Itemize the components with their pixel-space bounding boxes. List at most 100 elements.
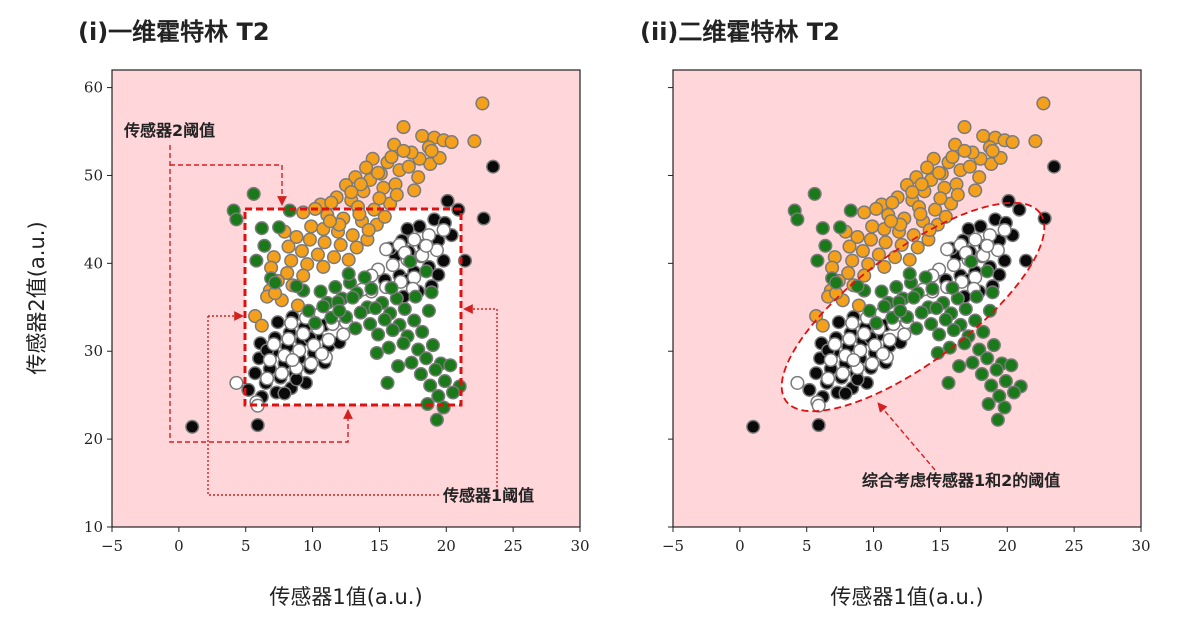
data-point bbox=[807, 186, 822, 201]
data-point bbox=[857, 205, 872, 220]
data-point bbox=[969, 289, 984, 304]
data-point bbox=[922, 222, 937, 238]
data-point bbox=[985, 143, 1000, 158]
data-point bbox=[957, 143, 972, 158]
data-point bbox=[945, 280, 960, 296]
data-point bbox=[385, 323, 400, 338]
data-point bbox=[281, 239, 296, 254]
data-point bbox=[266, 337, 281, 352]
x-tick-label: 25 bbox=[504, 537, 523, 555]
data-point bbox=[440, 193, 455, 208]
data-point bbox=[982, 303, 997, 318]
data-point bbox=[1004, 358, 1019, 373]
data-point bbox=[914, 177, 929, 192]
data-point bbox=[850, 229, 865, 245]
data-point bbox=[292, 343, 307, 358]
sensor1-threshold-label: 传感器1阈值 bbox=[442, 486, 534, 505]
data-point bbox=[401, 159, 416, 174]
data-point bbox=[929, 301, 944, 316]
data-point bbox=[444, 135, 459, 150]
y-tick-label: 50 bbox=[84, 166, 103, 184]
data-point bbox=[997, 253, 1012, 268]
data-point bbox=[914, 305, 929, 320]
data-point bbox=[285, 352, 300, 368]
data-point bbox=[821, 371, 836, 386]
data-point bbox=[268, 275, 283, 290]
data-point bbox=[308, 316, 323, 331]
data-point bbox=[809, 366, 824, 381]
x-tick-label: 5 bbox=[241, 537, 251, 555]
data-point bbox=[1006, 385, 1022, 400]
x-tick-label: 30 bbox=[1131, 537, 1150, 555]
data-point bbox=[1036, 96, 1051, 111]
data-point bbox=[363, 316, 378, 332]
data-point bbox=[316, 299, 331, 314]
data-point bbox=[371, 327, 386, 342]
data-point bbox=[1001, 193, 1016, 208]
data-point bbox=[345, 228, 360, 243]
data-point bbox=[248, 366, 263, 381]
x-tick-label: 0 bbox=[174, 537, 184, 555]
data-point bbox=[827, 337, 842, 352]
data-point bbox=[810, 253, 825, 268]
data-point bbox=[846, 352, 861, 368]
data-point bbox=[185, 419, 200, 434]
data-point bbox=[865, 219, 880, 234]
data-point bbox=[950, 187, 965, 202]
data-point bbox=[260, 371, 275, 386]
data-point bbox=[353, 177, 368, 192]
data-point bbox=[407, 232, 422, 247]
data-point bbox=[377, 312, 392, 327]
data-point bbox=[380, 375, 395, 390]
y-tick-label: 30 bbox=[84, 342, 103, 360]
sensor2-threshold-arrow-top bbox=[170, 164, 287, 206]
data-point bbox=[326, 250, 342, 265]
data-point bbox=[946, 258, 961, 273]
data-point bbox=[865, 356, 880, 371]
data-point bbox=[341, 266, 356, 281]
data-point bbox=[324, 195, 339, 210]
threshold-ellipse bbox=[780, 201, 1046, 413]
data-point bbox=[831, 315, 846, 330]
data-point bbox=[815, 318, 830, 333]
data-point bbox=[905, 185, 920, 200]
data-point bbox=[997, 400, 1012, 415]
data-point bbox=[893, 303, 908, 318]
data-point bbox=[867, 338, 882, 353]
data-point bbox=[250, 418, 265, 433]
x-tick-label: 20 bbox=[437, 537, 456, 555]
data-point bbox=[314, 346, 329, 361]
data-point bbox=[928, 202, 943, 217]
plot-frame bbox=[111, 69, 581, 528]
data-point bbox=[980, 238, 995, 253]
data-point bbox=[877, 299, 892, 314]
data-point bbox=[842, 331, 857, 346]
data-point bbox=[968, 313, 983, 328]
data-point bbox=[889, 280, 904, 295]
data-point bbox=[965, 355, 980, 370]
data-point bbox=[909, 321, 924, 336]
threshold-box bbox=[243, 207, 463, 407]
data-point bbox=[1012, 202, 1027, 217]
data-point bbox=[428, 362, 443, 377]
data-point bbox=[415, 324, 430, 339]
sensor2-threshold-arrow bbox=[169, 145, 353, 443]
data-point bbox=[882, 332, 897, 347]
data-point bbox=[415, 128, 430, 143]
data-point bbox=[974, 367, 989, 382]
data-point bbox=[369, 345, 384, 361]
data-point bbox=[920, 160, 935, 175]
data-point bbox=[407, 313, 422, 328]
data-point bbox=[423, 378, 438, 393]
data-point bbox=[384, 280, 399, 296]
data-point bbox=[348, 321, 363, 336]
x-tick-label: −5 bbox=[101, 537, 123, 555]
data-point bbox=[381, 340, 396, 355]
data-point bbox=[317, 235, 332, 250]
data-point bbox=[419, 351, 434, 366]
data-point bbox=[946, 323, 961, 338]
data-point bbox=[933, 191, 948, 206]
x-axis-label: 传感器1值(a.u.) bbox=[269, 585, 422, 609]
data-point bbox=[976, 324, 991, 339]
data-point bbox=[467, 134, 482, 149]
